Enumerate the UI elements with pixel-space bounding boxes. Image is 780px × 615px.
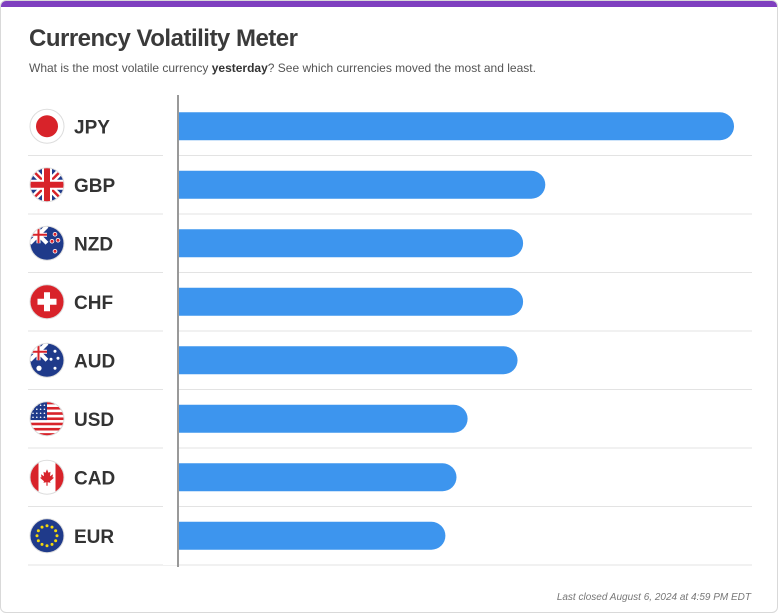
category-label-eur: EUR <box>74 527 114 548</box>
category-label-chf: CHF <box>74 293 113 314</box>
last-closed-note: Last closed August 6, 2024 at 4:59 PM ED… <box>556 592 751 603</box>
canada-flag-icon <box>29 459 65 495</box>
bar-nzd <box>165 229 524 258</box>
australia-flag-icon <box>29 342 65 378</box>
subtitle-emphasis: yesterday <box>211 61 268 75</box>
category-label-jpy: JPY <box>74 117 110 138</box>
page-title: Currency Volatility Meter <box>29 25 298 52</box>
bar-cad <box>165 463 457 492</box>
switzerland-flag-icon <box>29 284 65 320</box>
category-label-nzd: NZD <box>74 234 113 255</box>
bar-baseline-mask <box>163 97 179 565</box>
bar-chf <box>165 287 524 316</box>
uk-flag-icon <box>29 167 65 203</box>
category-label-usd: USD <box>74 410 114 431</box>
subtitle-text: What is the most volatile currency <box>29 61 212 75</box>
japan-flag-icon <box>29 108 65 144</box>
bar-aud <box>165 346 518 375</box>
bar-jpy <box>165 112 734 141</box>
eu-flag-icon <box>29 518 65 554</box>
accent-bar <box>1 1 777 7</box>
bar-gbp <box>165 170 546 199</box>
bar-eur <box>165 521 446 550</box>
new-zealand-flag-icon <box>29 225 65 261</box>
category-label-cad: CAD <box>74 468 115 489</box>
usa-flag-icon <box>29 401 65 437</box>
subtitle-text-end: ? See which currencies moved the most an… <box>267 61 536 75</box>
bar-usd <box>165 404 468 433</box>
category-label-gbp: GBP <box>74 176 116 197</box>
subtitle: What is the most volatile currency yeste… <box>29 61 536 75</box>
category-label-aud: AUD <box>74 351 115 372</box>
volatility-bar-chart: JPY GBP NZD CHF AUD USD CAD EUR <box>28 95 752 567</box>
